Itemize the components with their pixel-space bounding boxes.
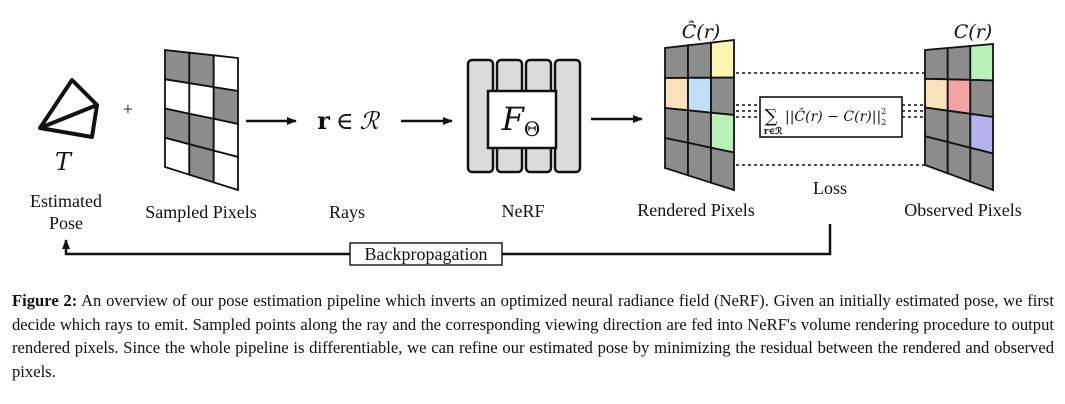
- sampled-pixels-grid: [164, 48, 239, 192]
- loss-formula-sup: 2: [881, 107, 886, 116]
- pixel-cell: [212, 86, 239, 126]
- pixel-cell: [946, 78, 972, 115]
- nerf-network-block: [466, 58, 582, 174]
- pixel-cell: [664, 136, 689, 177]
- rendered-math-label: Ĉ(r): [682, 20, 720, 43]
- pixel-cell: [212, 54, 239, 93]
- estimated-pose-label-line2: Pose: [49, 213, 83, 233]
- pixel-cell: [164, 48, 191, 85]
- pixel-cell: [664, 107, 689, 144]
- pixel-cell: [164, 136, 191, 176]
- loss-formula-sub: 2: [881, 118, 886, 127]
- rays-math-r: r: [317, 106, 330, 135]
- rays-math-in: ∈: [336, 107, 354, 135]
- pixel-cell: [969, 112, 994, 155]
- rendered-pixels-label: Rendered Pixels: [637, 200, 754, 220]
- pixel-cell: [188, 82, 215, 120]
- rays-label: Rays: [329, 202, 365, 222]
- estimated-pose-label-line1: Estimated: [30, 191, 102, 211]
- loss-formula: ||Ĉ(r) − C(r)||2 2: [785, 107, 886, 127]
- sampled-pixels-label: Sampled Pixels: [145, 202, 257, 222]
- pixel-cell: [710, 38, 735, 79]
- pixel-cell: [924, 47, 949, 81]
- pixel-cell: [969, 43, 994, 82]
- camera-pose-icon: [38, 78, 99, 139]
- pixel-cell: [687, 76, 712, 114]
- pixel-cell: [664, 76, 689, 112]
- nerf-math-F: F: [501, 100, 526, 138]
- loss-label: Loss: [813, 178, 847, 198]
- pixel-cell: [924, 135, 949, 175]
- loss-sum-symbol: ∑: [765, 106, 778, 127]
- pixel-cell: [212, 149, 239, 192]
- backprop-label: Backpropagation: [365, 244, 488, 264]
- caption-figure-number: Figure 2:: [12, 291, 78, 310]
- figure-caption: Figure 2: An overview of our pose estima…: [12, 289, 1054, 383]
- pixel-cell: [710, 76, 735, 116]
- pixel-cell: [687, 141, 712, 184]
- plus-sign: +: [123, 99, 133, 119]
- pixel-cell: [924, 77, 949, 112]
- observed-pixels-grid: [924, 43, 994, 192]
- observed-pixels-label: Observed Pixels: [904, 200, 1021, 220]
- rendered-pixels-grid: [664, 38, 735, 192]
- backpropagation-arrow: [62, 224, 832, 256]
- pixel-cell: [969, 146, 994, 192]
- loss-formula-main: ||Ĉ(r) − C(r)||: [785, 107, 881, 125]
- pixel-cell: [687, 41, 712, 79]
- pixel-cell: [946, 45, 972, 81]
- rays-math-set: ℛ: [360, 107, 381, 135]
- backprop-label-box: [349, 242, 503, 266]
- rays-math: r ∈ ℛ: [317, 106, 380, 135]
- pixel-cell: [687, 109, 712, 149]
- loss-formula-box: [759, 96, 903, 138]
- nerf-math: FΘ: [501, 100, 541, 141]
- nerf-label: NeRF: [501, 201, 544, 221]
- pixel-cell: [969, 78, 994, 119]
- caption-text: An overview of our pose estimation pipel…: [12, 291, 1054, 381]
- pixel-cell: [710, 146, 735, 192]
- observed-math-label: C(r): [954, 21, 992, 43]
- nerf-math-theta: Θ: [524, 117, 540, 141]
- pixel-cell: [188, 51, 215, 89]
- pose-math-symbol: T: [55, 148, 73, 176]
- loss-sum-subscript: r∈ℛ: [764, 126, 783, 137]
- pixel-cell: [946, 140, 972, 183]
- pixel-cell: [710, 111, 735, 154]
- pixel-cell: [188, 143, 215, 184]
- pixel-cell: [664, 44, 689, 79]
